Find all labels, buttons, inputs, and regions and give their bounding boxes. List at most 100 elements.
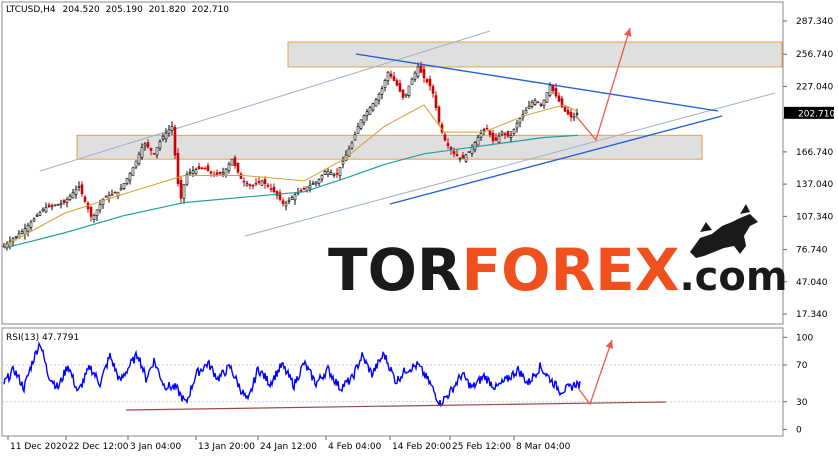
candle-body [446,143,450,146]
y-tick-label: 227.040 [796,82,833,92]
candle-body [320,175,324,180]
header-high: 205.190 [106,5,143,15]
main-plot-area [2,27,783,251]
x-tick-label: 14 Feb 20:00 [392,442,451,452]
candle-body [44,207,48,213]
candle-body [215,172,219,175]
candle-body [338,167,342,176]
y-tick-label: 137.040 [796,180,833,190]
bull-icon [690,204,758,258]
candle-body [443,134,447,141]
candle-body [182,184,186,199]
candle-body [332,174,336,176]
y-tick-label: 107.340 [796,212,833,222]
candle-body [167,129,171,134]
y-tick-label: 287.340 [796,17,833,27]
header-open: 204.520 [63,5,100,15]
candle-body [425,79,429,83]
candle-body [323,171,327,175]
candle-body [539,103,543,106]
candle-body [362,115,366,124]
candle-body [26,225,30,232]
rsi-forecast-arrow [577,339,613,406]
watermark-tor: TOR [328,236,462,304]
candle-body [383,80,387,88]
candle-body [563,106,567,112]
candle-body [395,80,399,86]
rsi-panel [1,327,784,437]
candle-body [242,180,246,183]
candle-body [512,129,516,135]
header-symbol: LTCUSD,H4 [6,5,56,15]
candle-body [74,189,78,195]
candle-body [83,196,87,202]
candle-body [308,184,312,189]
rsi-forecast-arrow-head [605,340,614,349]
candle-body [254,182,258,185]
candle-body [68,195,72,200]
candle-body [251,185,255,187]
watermark: TORFOREX.com [328,204,788,304]
candle-body [221,172,225,175]
candle-body [554,88,558,97]
candle-body [20,231,24,234]
candle-body [350,142,354,149]
candle-body [53,204,57,207]
y-tick-label: 166.740 [796,148,833,158]
candle-body [278,192,282,200]
candle-body [569,111,573,118]
candle-body [317,179,321,184]
candle-body [41,208,45,211]
candle-body [200,167,204,170]
candle-body [404,93,408,97]
candle-body [467,151,471,153]
candle-body [131,167,135,177]
candle-body [158,141,162,149]
candle-body [431,86,435,94]
candle-body [230,158,234,166]
candle-body [536,101,540,104]
candle-body [233,157,237,167]
candle-body [509,135,513,138]
rsi-y-tick-label: 70 [796,361,808,371]
forecast-arrow [575,27,631,142]
axes-layer: 202.710 287.340 256.740 227.040 166.740 137.0… [7,17,835,452]
candle-body [287,199,291,202]
candle-body [419,65,423,73]
candle-body [257,180,261,183]
candle-body [371,103,375,111]
candle-body [293,194,297,201]
candle-body [35,215,39,217]
candle-body [452,151,456,155]
candle-body [572,115,576,119]
candle-body [146,142,150,148]
price-badge-label: 202.710 [798,109,835,119]
candle-body [356,126,360,134]
candle-body [92,214,96,220]
candle-body [137,153,141,164]
x-tick-label: 8 Mar 04:00 [516,442,571,452]
candle-body [548,85,552,96]
rsi-line [3,341,581,408]
candle-body [377,93,381,101]
candle-body [434,95,438,108]
candle-body [482,129,486,131]
candle-body [89,207,93,217]
trend-line-upper [355,53,719,112]
candle-body [347,148,351,157]
candle-body [2,245,6,248]
candle-body [170,126,174,131]
y-tick-label: 47.040 [796,278,828,288]
candle-body [470,146,474,154]
rsi-header: RSI(13) 47.7791 [6,333,79,343]
sr-zone [287,41,783,68]
candle-body [368,107,372,115]
candle-body [386,72,390,82]
candle-body [341,160,345,165]
candle-body [455,154,459,157]
candle-body [329,172,333,175]
candle-body [176,152,180,184]
candle-body [56,203,60,206]
rsi-support-line [125,401,667,411]
candle-body [530,101,534,107]
